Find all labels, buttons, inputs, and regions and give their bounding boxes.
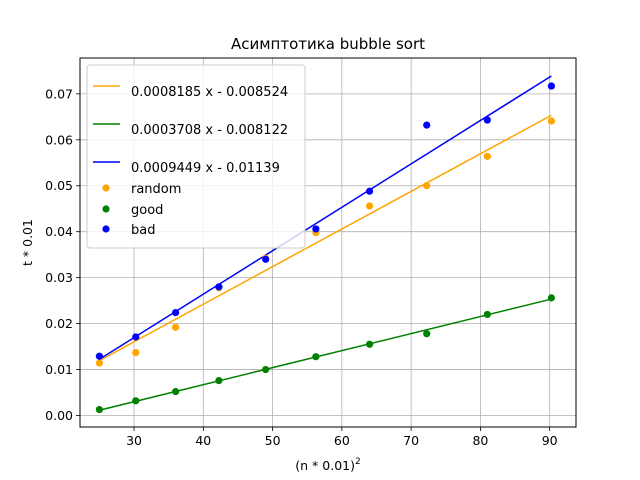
point-good	[215, 376, 223, 385]
x-tick-label: 40	[195, 433, 211, 448]
y-tick-label: 0.05	[45, 178, 73, 193]
axis-ticks: 30 40 50 60 70 80 90 0.00 0.01 0.02 0.03 0.04 0.05 0.…	[45, 86, 558, 448]
point-bad	[547, 82, 556, 90]
y-tick-label: 0.03	[45, 270, 73, 285]
plot-frame	[79, 57, 577, 428]
legend-series-label: good	[131, 203, 163, 218]
x-tick-label: 80	[472, 433, 488, 448]
legend-line-label: 0.0009449 x - 0.01139	[131, 161, 280, 176]
legend-marker-bad	[102, 225, 110, 233]
data-points	[95, 82, 556, 414]
point-bad	[483, 116, 491, 124]
point-good	[132, 397, 140, 405]
point-good	[171, 388, 180, 396]
point-bad	[171, 308, 180, 317]
legend-series-label: random	[131, 182, 181, 197]
point-random	[483, 152, 491, 160]
point-random	[132, 348, 140, 357]
chart-title: Асимптотика bubble sort	[231, 35, 425, 53]
point-random	[171, 323, 180, 331]
point-good	[262, 365, 270, 374]
x-tick-label: 90	[542, 433, 558, 448]
legend-marker-good	[102, 205, 110, 213]
point-good	[547, 294, 556, 302]
point-bad	[95, 352, 103, 360]
x-tick-label: 60	[334, 433, 350, 448]
x-axis-title-base: (n * 0.01)	[295, 458, 355, 473]
point-random	[365, 202, 374, 210]
y-tick-label: 0.02	[45, 316, 73, 331]
legend-frame	[86, 64, 306, 249]
y-tick-label: 0.01	[45, 362, 73, 377]
y-axis-title: t * 0.01	[20, 219, 35, 266]
y-tick-label: 0.00	[45, 408, 73, 423]
point-good	[423, 330, 431, 338]
x-axis-title: (n * 0.01)2	[295, 457, 360, 473]
point-random	[95, 359, 103, 367]
legend: 0.0008185 x - 0.008524 0.0003708 x - 0.00…	[86, 64, 306, 249]
legend-series-label: bad	[131, 223, 155, 238]
y-tick-label: 0.07	[45, 86, 73, 101]
y-tick-label: 0.04	[45, 224, 73, 239]
x-tick-label: 50	[265, 433, 281, 448]
legend-line-label: 0.0008185 x - 0.008524	[131, 85, 288, 100]
y-tick-label: 0.06	[45, 132, 73, 147]
point-random	[423, 182, 431, 190]
point-good	[95, 405, 103, 414]
point-bad	[215, 283, 223, 291]
point-bad	[365, 187, 374, 195]
point-bad	[262, 255, 270, 263]
point-bad	[132, 333, 140, 341]
fit-line	[99, 114, 552, 362]
point-random	[547, 117, 556, 125]
legend-line-label: 0.0003708 x - 0.008122	[131, 123, 288, 138]
legend-marker-random	[102, 184, 110, 192]
point-good	[483, 310, 491, 319]
x-tick-label: 30	[126, 433, 142, 448]
point-bad	[312, 225, 320, 233]
fit-line	[99, 298, 552, 411]
x-tick-label: 70	[403, 433, 419, 448]
point-good	[365, 340, 374, 348]
x-axis-title-exponent: 2	[355, 457, 361, 467]
point-good	[312, 353, 320, 361]
point-bad	[423, 121, 431, 129]
